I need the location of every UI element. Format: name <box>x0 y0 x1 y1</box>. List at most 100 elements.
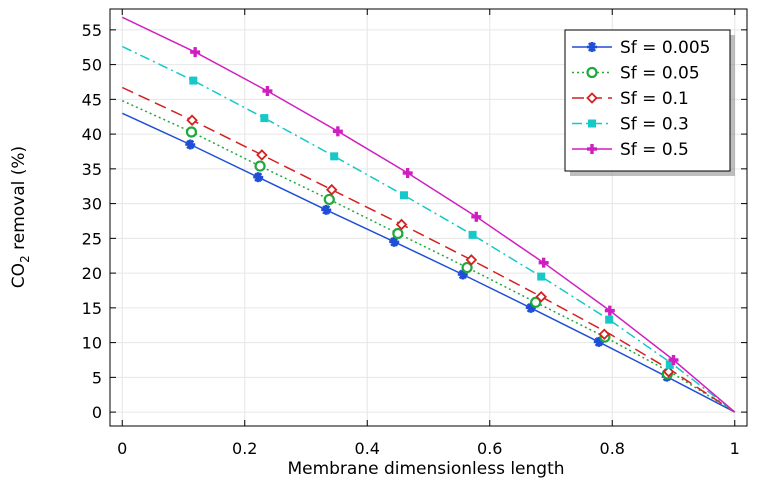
data-point-marker <box>535 290 547 303</box>
legend-entry: Sf = 0.05 <box>572 64 700 84</box>
data-point-marker <box>468 230 477 239</box>
marker-square <box>537 272 546 281</box>
marker-diamond <box>325 183 338 196</box>
y-tick-label: 5 <box>92 368 102 387</box>
data-point-marker <box>537 272 546 281</box>
data-point-marker <box>262 86 273 97</box>
series-group <box>121 16 736 413</box>
series-layer <box>121 16 736 413</box>
data-point-marker <box>605 315 614 324</box>
data-point-marker <box>189 76 198 85</box>
y-tick-label: 55 <box>82 21 102 40</box>
data-point-marker <box>185 139 196 150</box>
marker-circle <box>586 66 598 79</box>
legend-label: Sf = 0.5 <box>620 140 689 160</box>
x-axis-title: Membrane dimensionless length <box>287 459 564 479</box>
marker-square <box>400 191 408 200</box>
marker-circle <box>185 126 198 138</box>
data-point-marker <box>392 227 404 240</box>
series-line <box>121 112 736 413</box>
data-point-marker <box>260 114 269 123</box>
legend-entries: Sf = 0.005 Sf = 0.05 Sf = 0.1 Sf = 0.3 Sf = … <box>572 38 711 160</box>
x-tick-label: 0.2 <box>232 439 257 458</box>
legend: Sf = 0.005 Sf = 0.05 Sf = 0.1 Sf = 0.3 Sf = … <box>564 29 735 176</box>
marker-circle <box>461 261 473 274</box>
y-tick-label: 0 <box>92 403 102 422</box>
data-point-marker <box>389 236 400 247</box>
data-point-marker <box>588 119 596 128</box>
data-point-marker <box>604 305 615 316</box>
y-tick-label: 25 <box>82 229 102 248</box>
legend-label: Sf = 0.3 <box>620 115 689 135</box>
data-point-marker <box>321 204 332 215</box>
data-point-marker <box>254 160 266 172</box>
x-tick-label: 1 <box>730 439 740 458</box>
marker-diamond <box>535 290 547 303</box>
x-tick-label: 0.8 <box>600 439 625 458</box>
marker-circle <box>392 227 404 240</box>
marker-diamond <box>465 254 478 266</box>
y-axis-title-rest: removal (%) <box>9 146 29 255</box>
data-point-marker <box>402 168 413 179</box>
series-line <box>121 16 736 413</box>
y-tick-label: 40 <box>82 125 102 144</box>
legend-label: Sf = 0.1 <box>620 89 689 109</box>
marker-square <box>468 230 477 239</box>
data-point-marker <box>330 152 339 161</box>
marker-square <box>189 76 198 85</box>
y-tick-label: 30 <box>82 195 102 214</box>
legend-label: Sf = 0.05 <box>620 64 700 84</box>
axis-ticks <box>110 9 747 426</box>
data-point-marker <box>465 254 478 266</box>
marker-circle <box>530 296 542 308</box>
y-tick-label: 15 <box>82 299 102 318</box>
data-point-marker <box>256 149 268 161</box>
series-group <box>121 45 736 413</box>
legend-entry: Sf = 0.3 <box>572 115 689 135</box>
marker-square <box>260 114 269 123</box>
series-line <box>121 86 736 413</box>
data-point-marker <box>332 126 343 137</box>
data-point-marker <box>587 144 597 154</box>
marker-diamond <box>662 366 675 378</box>
x-tick-label: 0.4 <box>355 439 380 458</box>
y-tick-label: 35 <box>82 160 102 179</box>
data-point-marker <box>530 296 542 308</box>
legend-label: Sf = 0.005 <box>620 38 711 58</box>
data-point-marker <box>461 261 473 274</box>
marker-circle <box>323 193 335 206</box>
y-tick-label: 50 <box>82 56 102 75</box>
data-point-marker <box>586 66 598 79</box>
legend-entry: Sf = 0.005 <box>572 38 711 58</box>
marker-square <box>330 152 339 161</box>
marker-diamond <box>395 218 408 231</box>
plot-area-frame <box>109 8 748 427</box>
y-tick-label: 45 <box>82 90 102 109</box>
data-point-marker <box>185 126 198 138</box>
x-tick-label: 0 <box>117 439 127 458</box>
y-axis-title: CO2 removal (%) <box>9 146 32 288</box>
data-point-marker <box>471 211 482 222</box>
data-point-marker <box>325 183 338 196</box>
data-point-marker <box>395 218 408 231</box>
data-point-marker <box>586 92 598 104</box>
data-point-marker <box>323 193 335 206</box>
data-point-marker <box>668 354 679 365</box>
marker-square <box>588 119 596 128</box>
y-tick-label: 20 <box>82 264 102 283</box>
marker-diamond <box>256 149 268 161</box>
marker-diamond <box>598 328 611 341</box>
y-tick-label: 10 <box>82 334 102 353</box>
marker-diamond <box>186 114 198 126</box>
marker-square <box>665 360 674 369</box>
data-point-marker <box>538 257 549 268</box>
data-point-marker <box>253 172 264 183</box>
marker-circle <box>254 160 266 172</box>
data-point-marker <box>665 360 674 369</box>
series-group <box>121 86 736 413</box>
x-tick-label: 0.6 <box>477 439 502 458</box>
y-axis-title-subscript: 2 <box>18 255 32 263</box>
legend-entry: Sf = 0.5 <box>572 140 689 160</box>
